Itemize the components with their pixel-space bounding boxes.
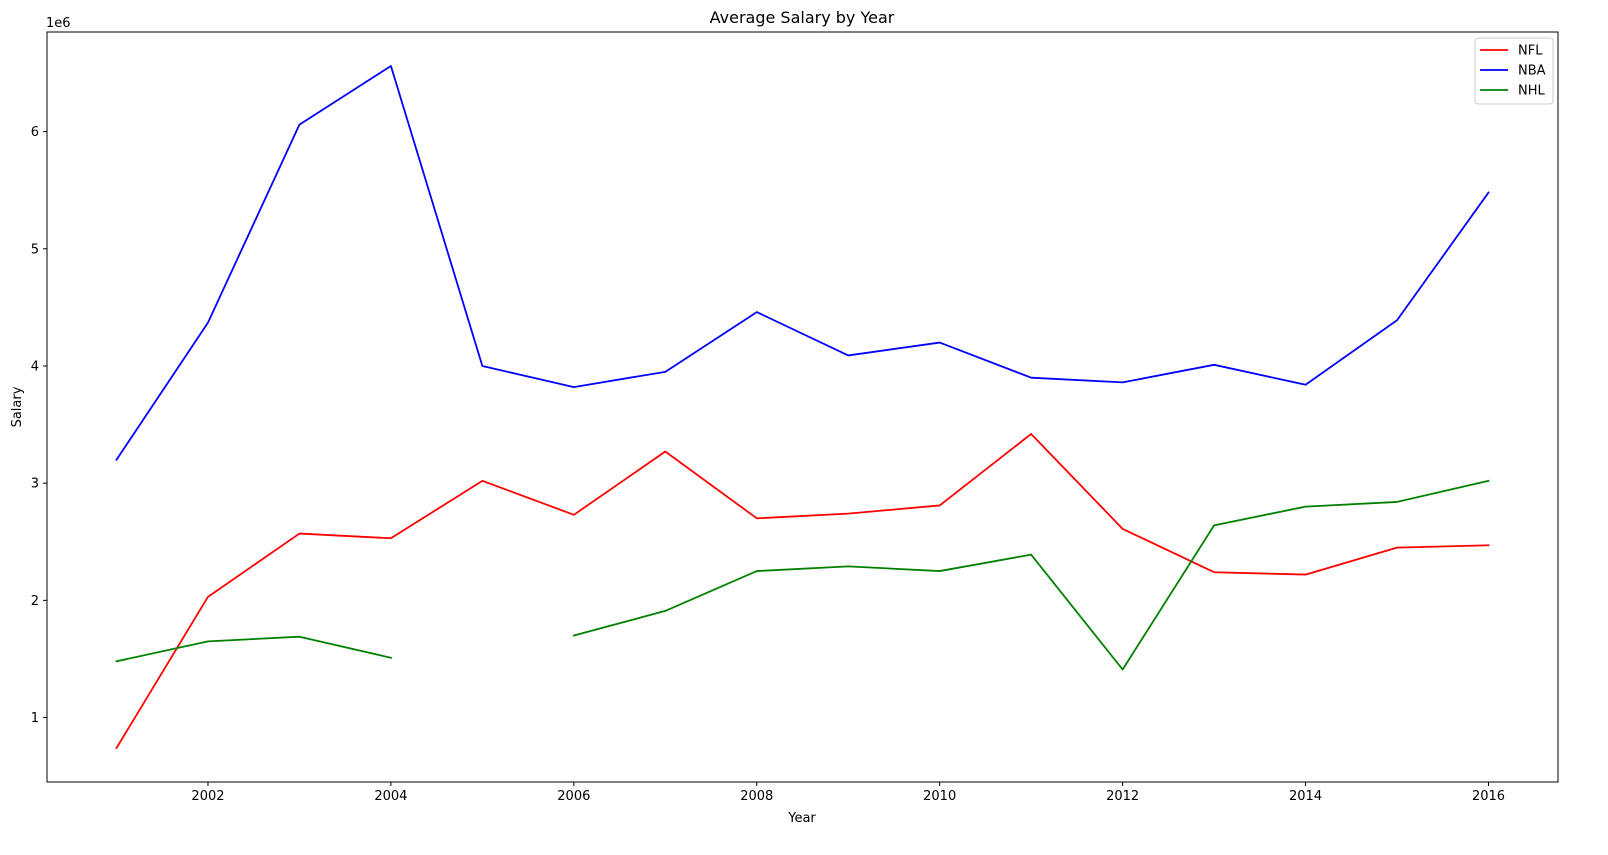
series-line-nba xyxy=(115,65,1490,461)
x-tick-label: 2014 xyxy=(1289,789,1322,804)
series-line-nfl xyxy=(115,433,1490,750)
y-tick-label: 1 xyxy=(31,711,39,726)
x-tick-label: 2008 xyxy=(740,789,773,804)
x-tick-label: 2002 xyxy=(191,789,224,804)
y-axis-label: Salary xyxy=(10,386,25,427)
legend-label-nfl: NFL xyxy=(1518,44,1543,59)
x-tick-label: 2012 xyxy=(1106,789,1139,804)
plot-frame xyxy=(46,31,1559,783)
series-line-nhl xyxy=(115,635,392,663)
y-tick-label: 5 xyxy=(31,242,39,257)
chart-title: Average Salary by Year xyxy=(710,8,895,27)
legend-label-nba: NBA xyxy=(1518,64,1546,79)
legend: NFL NBA NHL xyxy=(1474,37,1554,105)
y-axis-ticks: 1 2 3 4 5 6 xyxy=(31,125,47,726)
y-tick-label: 6 xyxy=(31,125,39,140)
series-line-nhl xyxy=(572,479,1490,671)
x-axis-ticks: 2002 2004 2006 2008 2010 2012 2014 2016 xyxy=(191,782,1505,804)
x-tick-label: 2016 xyxy=(1472,789,1505,804)
legend-label-nhl: NHL xyxy=(1518,84,1546,99)
y-tick-label: 4 xyxy=(31,359,39,374)
y-tick-label: 3 xyxy=(31,477,39,492)
x-axis-label: Year xyxy=(787,811,816,826)
y-tick-label: 2 xyxy=(31,594,39,609)
y-offset-text: 1e6 xyxy=(46,16,71,31)
legend-frame xyxy=(1474,37,1554,105)
plot-marks xyxy=(115,65,1490,750)
x-tick-label: 2004 xyxy=(374,789,407,804)
x-tick-label: 2006 xyxy=(557,789,590,804)
x-tick-label: 2010 xyxy=(923,789,956,804)
